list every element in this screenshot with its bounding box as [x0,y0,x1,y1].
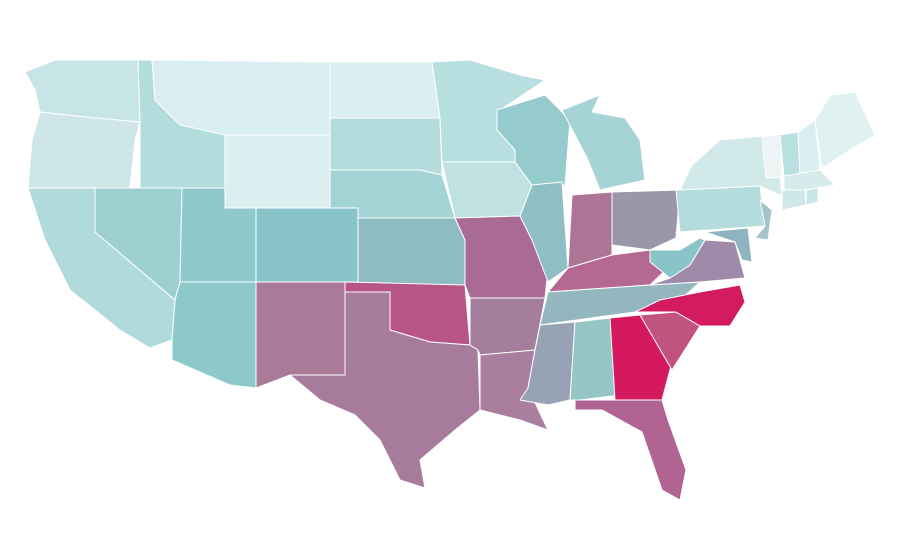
state-region [441,161,533,219]
state-region [569,317,621,401]
state-region [469,297,546,356]
state-region [649,237,706,279]
state-region [255,281,346,389]
state-region [754,199,773,241]
state-region [609,314,673,401]
state-region [289,291,481,489]
state-region [704,227,753,263]
state-region [761,133,783,179]
state-region [611,189,681,251]
state-region [171,281,257,389]
state-region [329,61,441,119]
state-region [224,134,331,209]
state-region [779,131,801,177]
state-region [805,187,819,206]
state-region [255,207,359,283]
state-region [561,94,646,191]
state-region [783,169,836,191]
state-region [634,284,746,327]
state-region [574,399,687,501]
state-region [675,185,766,233]
state-region [27,111,141,189]
state-region [151,59,331,136]
state-region [329,117,443,176]
state-region [781,189,807,211]
states [24,59,876,501]
state-region [519,181,569,283]
state-region [814,91,876,169]
state-region [357,217,466,286]
